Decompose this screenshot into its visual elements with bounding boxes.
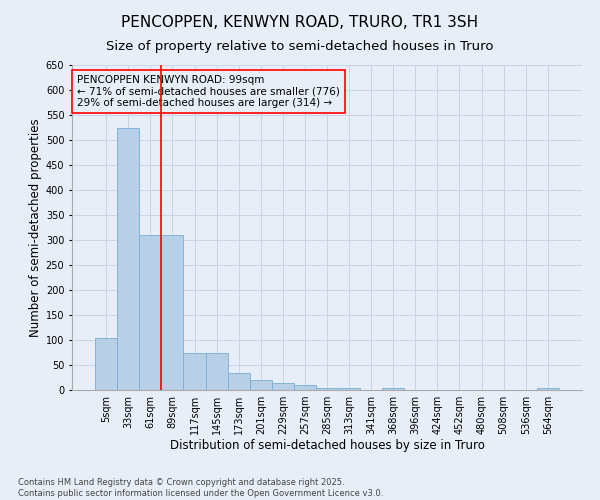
Bar bbox=[250, 380, 272, 390]
Bar bbox=[184, 352, 206, 390]
Bar bbox=[117, 128, 139, 390]
Bar bbox=[272, 382, 294, 390]
Text: Contains HM Land Registry data © Crown copyright and database right 2025.
Contai: Contains HM Land Registry data © Crown c… bbox=[18, 478, 383, 498]
X-axis label: Distribution of semi-detached houses by size in Truro: Distribution of semi-detached houses by … bbox=[170, 438, 484, 452]
Bar bbox=[227, 372, 250, 390]
Bar bbox=[139, 235, 161, 390]
Bar bbox=[316, 388, 338, 390]
Bar bbox=[95, 338, 117, 390]
Text: PENCOPPEN, KENWYN ROAD, TRURO, TR1 3SH: PENCOPPEN, KENWYN ROAD, TRURO, TR1 3SH bbox=[121, 15, 479, 30]
Text: PENCOPPEN KENWYN ROAD: 99sqm
← 71% of semi-detached houses are smaller (776)
29%: PENCOPPEN KENWYN ROAD: 99sqm ← 71% of se… bbox=[77, 74, 340, 108]
Text: Size of property relative to semi-detached houses in Truro: Size of property relative to semi-detach… bbox=[106, 40, 494, 53]
Bar bbox=[206, 352, 227, 390]
Bar bbox=[537, 388, 559, 390]
Bar bbox=[294, 385, 316, 390]
Y-axis label: Number of semi-detached properties: Number of semi-detached properties bbox=[29, 118, 41, 337]
Bar bbox=[161, 235, 184, 390]
Bar bbox=[338, 388, 360, 390]
Bar bbox=[382, 388, 404, 390]
